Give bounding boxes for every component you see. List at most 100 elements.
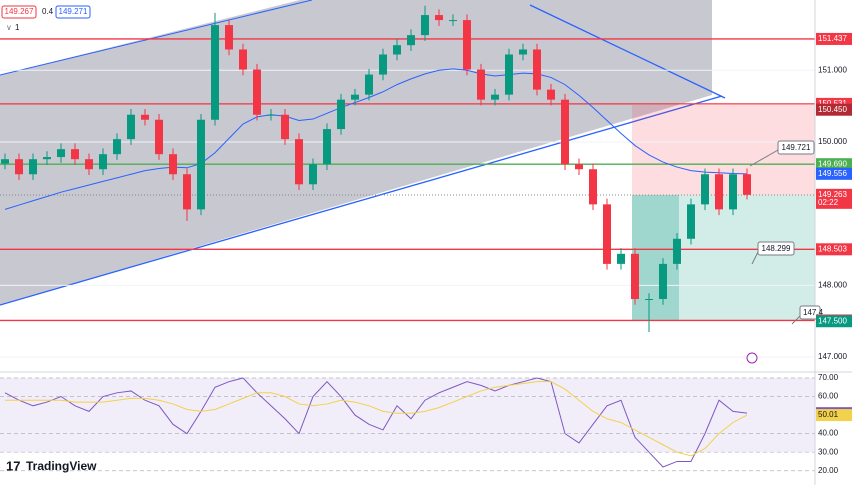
- candle-body: [365, 74, 373, 95]
- price-label: 149.556: [818, 169, 847, 178]
- toggle[interactable]: 1: [15, 23, 20, 32]
- price-label: 151.437: [818, 34, 847, 43]
- candle-body: [29, 159, 37, 175]
- candle-body: [477, 69, 485, 100]
- candle-body: [211, 25, 219, 120]
- price-label: 150.450: [818, 105, 847, 114]
- price-label-bg: [816, 409, 852, 422]
- y-tick-label: 60.00: [818, 392, 839, 401]
- callout-text: 148.299: [762, 244, 791, 253]
- candle-body: [421, 15, 429, 36]
- ask-box[interactable]: [55, 5, 91, 19]
- candle-body: [1, 159, 9, 164]
- candle-body: [743, 174, 751, 195]
- watermark: TradingView: [26, 459, 97, 473]
- last-price: 149.263: [818, 190, 847, 199]
- candle-body: [505, 54, 513, 95]
- candle-body: [449, 20, 457, 22]
- marks: [0, 5, 815, 472]
- price-label: 50.01: [818, 410, 839, 419]
- candle-body: [729, 174, 737, 210]
- spread: 0.4: [42, 7, 54, 16]
- candle-body: [281, 114, 289, 140]
- callout: [757, 241, 795, 256]
- candle-body: [715, 174, 723, 210]
- candle-body: [393, 45, 401, 55]
- candle-body: [435, 15, 443, 21]
- y-tick-label: 147.000: [818, 352, 847, 361]
- candle-body: [295, 139, 303, 185]
- countdown: 02:22: [818, 198, 839, 207]
- y-tick-label: 70.00: [818, 373, 839, 382]
- y-tick-label: 20.00: [818, 466, 839, 475]
- trend-line: [529, 4, 726, 99]
- candle-body: [127, 114, 135, 140]
- candle-body: [155, 119, 163, 155]
- callout-leader: [749, 149, 779, 167]
- price-label-bg: [816, 158, 852, 171]
- candle-body: [701, 174, 709, 205]
- price-label: 147.500: [818, 316, 847, 325]
- candle-body: [43, 157, 51, 160]
- candle-body: [309, 164, 317, 185]
- candle-body: [337, 99, 345, 130]
- candle-body: [463, 20, 471, 70]
- trend-line: [0, 0, 313, 76]
- y-tick-label: 40.00: [818, 429, 839, 438]
- price-label: 150.531: [818, 99, 847, 108]
- bid-box[interactable]: [1, 5, 37, 19]
- bid: 149.267: [5, 7, 34, 16]
- candle-body: [673, 238, 681, 264]
- price-label-bg: [816, 243, 852, 256]
- candle-body: [519, 49, 527, 55]
- price-label-bg: [816, 103, 852, 116]
- candle-body: [57, 149, 65, 158]
- trend-line: [0, 95, 723, 306]
- callout-text: 149.721: [782, 143, 811, 152]
- candle-body: [631, 253, 639, 300]
- callout: [777, 140, 815, 155]
- candle-body: [379, 54, 387, 75]
- candle-body: [407, 35, 415, 46]
- reward-zone-active: [632, 195, 679, 320]
- candle-body: [491, 94, 499, 100]
- rsi-line: [4, 377, 748, 468]
- callout-leader: [751, 251, 759, 265]
- y-tick-label: 151.000: [818, 65, 847, 74]
- candle-body: [253, 69, 261, 115]
- y-tick-label: 148.000: [818, 280, 847, 289]
- candle-body: [323, 129, 331, 165]
- candle-body: [575, 164, 583, 170]
- y-tick-label: 150.000: [818, 137, 847, 146]
- candle-body: [351, 94, 359, 100]
- candle-body: [113, 139, 121, 155]
- callout: [799, 305, 821, 320]
- price-label: 148.503: [818, 244, 847, 253]
- ask: 149.271: [59, 7, 88, 16]
- candle-body: [99, 154, 107, 170]
- rsi-line: [5, 381, 748, 457]
- callout-text: 147.4: [803, 308, 824, 317]
- price-label-bg: [816, 32, 852, 45]
- candle-body: [645, 299, 653, 301]
- event-icon[interactable]: [746, 352, 758, 364]
- candle-body: [183, 174, 191, 210]
- toggle-arrow[interactable]: ∨: [6, 23, 12, 32]
- candle-body: [547, 89, 555, 100]
- candle-body: [617, 253, 625, 264]
- logo-mark: 17: [6, 458, 20, 473]
- price-label-bg: [816, 188, 852, 209]
- candle-body: [225, 25, 233, 50]
- price-label-bg: [816, 315, 852, 328]
- candle-body: [85, 159, 93, 170]
- candle-body: [561, 99, 569, 165]
- candle-body: [239, 49, 247, 70]
- price-label-bg: [816, 167, 852, 180]
- candle-body: [603, 204, 611, 264]
- candle-body: [687, 204, 695, 239]
- y-tick-label: 30.00: [818, 447, 839, 456]
- candle-body: [533, 49, 541, 90]
- candle-body: [267, 114, 275, 116]
